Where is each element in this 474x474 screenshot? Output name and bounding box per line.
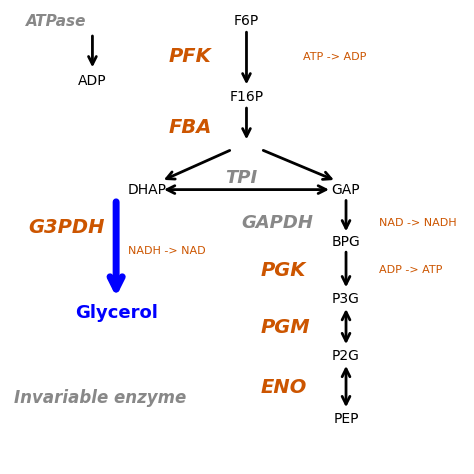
Text: ATPase: ATPase: [26, 14, 87, 29]
Text: PGM: PGM: [261, 318, 310, 337]
Text: ADP -> ATP: ADP -> ATP: [379, 265, 443, 275]
Text: G3PDH: G3PDH: [28, 218, 105, 237]
Text: Glycerol: Glycerol: [75, 304, 157, 322]
Text: ADP: ADP: [78, 73, 107, 88]
Text: F16P: F16P: [229, 90, 264, 104]
Text: P3G: P3G: [332, 292, 360, 306]
Text: BPG: BPG: [332, 235, 360, 249]
Text: FBA: FBA: [168, 118, 212, 137]
Text: GAP: GAP: [332, 182, 360, 197]
Text: GAPDH: GAPDH: [242, 214, 314, 232]
Text: PFK: PFK: [168, 47, 211, 66]
Text: P2G: P2G: [332, 348, 360, 363]
Text: PGK: PGK: [261, 261, 306, 280]
Text: ENO: ENO: [261, 378, 307, 397]
Text: TPI: TPI: [225, 169, 257, 187]
Text: NAD -> NADH: NAD -> NADH: [379, 218, 457, 228]
Text: ATP -> ADP: ATP -> ADP: [303, 52, 367, 62]
Text: F6P: F6P: [234, 14, 259, 28]
Text: NADH -> NAD: NADH -> NAD: [128, 246, 206, 256]
Text: DHAP: DHAP: [128, 182, 166, 197]
Text: PEP: PEP: [333, 412, 359, 427]
Text: Invariable enzyme: Invariable enzyme: [14, 389, 186, 407]
